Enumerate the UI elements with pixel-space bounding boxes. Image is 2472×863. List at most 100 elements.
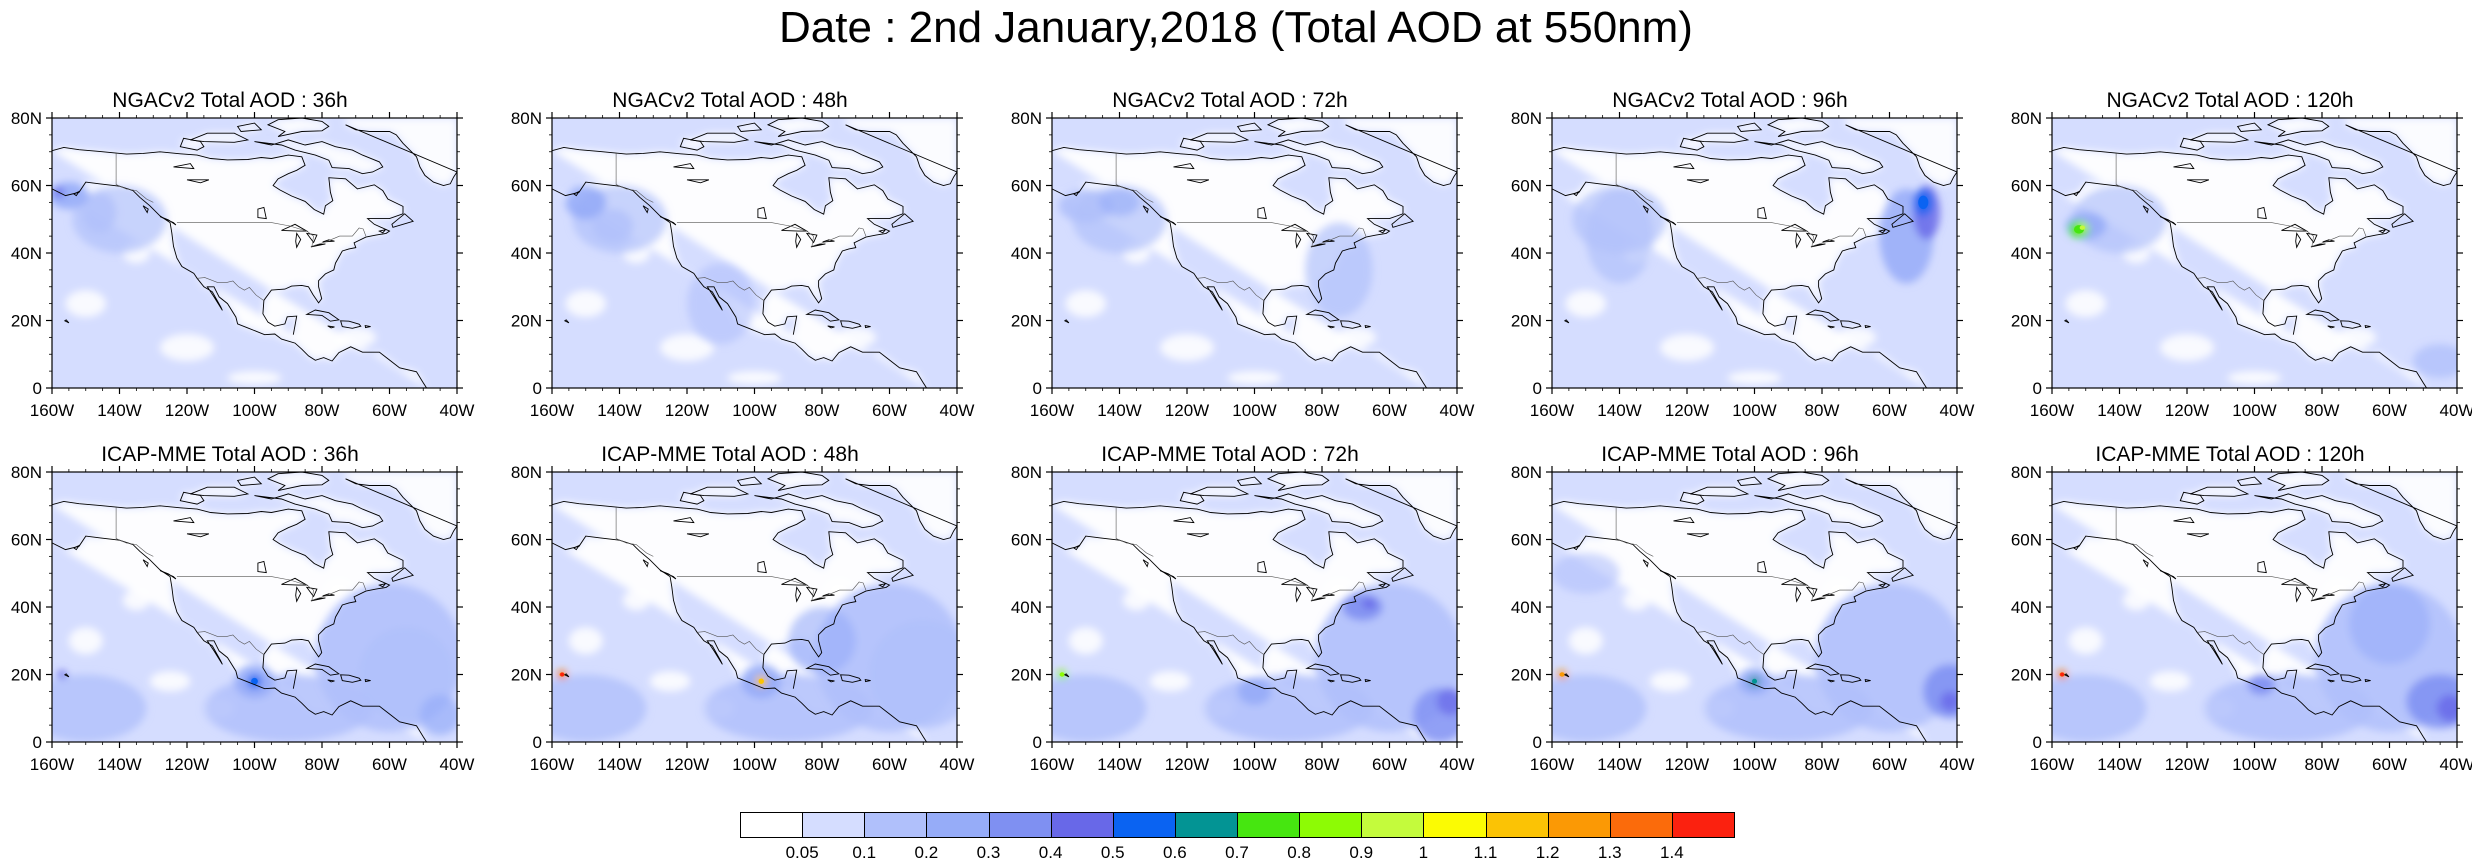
lat-tick-label: 80N <box>1011 463 1042 482</box>
colorbar-label: 1.4 <box>1660 843 1684 862</box>
lat-tick-label: 40N <box>1511 598 1542 617</box>
lon-tick-label: 60W <box>1372 755 1407 774</box>
lon-tick-label: 40W <box>2440 755 2472 774</box>
lon-tick-label: 100W <box>232 401 276 420</box>
lat-tick-label: 80N <box>511 109 542 128</box>
panel-title: ICAP-MME Total AOD : 120h <box>2095 443 2365 466</box>
map-panel: NGACv2 Total AOD : 36h 0 20N 40N 60N 80N 160W 1… <box>0 88 475 438</box>
colorbar-label: 0.7 <box>1225 843 1249 862</box>
colorbar-label: 0.2 <box>914 843 939 862</box>
lon-tick-label: 60W <box>372 755 407 774</box>
lon-tick-label: 160W <box>2030 755 2074 774</box>
lon-tick-label: 100W <box>1732 755 1776 774</box>
colorbar-label: 0.1 <box>852 843 877 862</box>
lon-tick-label: 140W <box>1597 755 1641 774</box>
lon-tick-label: 160W <box>2030 401 2074 420</box>
lat-tick-label: 60N <box>11 177 42 196</box>
lat-tick-label: 20N <box>2011 666 2042 685</box>
lat-tick-label: 20N <box>11 312 42 331</box>
lon-tick-label: 160W <box>1030 401 1074 420</box>
lat-tick-label: 60N <box>11 531 42 550</box>
lon-tick-label: 60W <box>2372 401 2407 420</box>
lat-tick-label: 0 <box>533 733 542 752</box>
lat-tick-label: 40N <box>1011 244 1042 263</box>
lon-tick-label: 80W <box>2305 755 2340 774</box>
lat-tick-label: 40N <box>511 598 542 617</box>
lat-tick-label: 80N <box>11 463 42 482</box>
colorbar-label: 1 <box>1418 843 1429 862</box>
lon-tick-label: 40W <box>940 401 975 420</box>
lon-tick-label: 60W <box>1372 401 1407 420</box>
lon-tick-label: 40W <box>440 755 475 774</box>
colorbar-swatch <box>1299 812 1363 838</box>
lat-tick-label: 60N <box>2011 531 2042 550</box>
lon-tick-label: 140W <box>97 755 141 774</box>
lon-tick-label: 80W <box>305 401 340 420</box>
lat-tick-label: 80N <box>11 109 42 128</box>
aod-map: 0 20N 40N 60N 80N 160W 140W 120W 100W 80W 60W 40W <box>2011 109 2472 420</box>
lon-tick-label: 140W <box>597 401 641 420</box>
colorbar-swatch <box>1485 812 1549 838</box>
lon-tick-label: 160W <box>1530 401 1574 420</box>
lon-tick-label: 40W <box>940 755 975 774</box>
aod-map: 0 20N 40N 60N 80N 160W 140W 120W 100W 80W 60W 40W <box>11 109 475 420</box>
map-panel: NGACv2 Total AOD : 72h 0 20N 40N 60N 80N 160W 1… <box>1000 88 1475 438</box>
colorbar-swatch <box>1112 812 1176 838</box>
lat-tick-label: 40N <box>11 598 42 617</box>
colorbar-label: 0.6 <box>1163 843 1187 862</box>
colorbar-swatch <box>1423 812 1487 838</box>
lat-tick-label: 40N <box>2011 244 2042 263</box>
lat-tick-label: 0 <box>2033 379 2042 398</box>
lat-tick-label: 60N <box>1011 531 1042 550</box>
lon-tick-label: 80W <box>1305 755 1340 774</box>
colorbar-label: 0.05 <box>785 843 819 862</box>
map-panel: ICAP-MME Total AOD : 96h 0 20N 40N 60N 80N 160… <box>1500 442 1975 792</box>
lon-tick-label: 140W <box>597 755 641 774</box>
colorbar-label: 0.5 <box>1100 843 1125 862</box>
panel-title: NGACv2 Total AOD : 48h <box>612 89 848 112</box>
lat-tick-label: 60N <box>2011 177 2042 196</box>
lat-tick-label: 0 <box>2033 733 2042 752</box>
lon-tick-label: 140W <box>1097 755 1141 774</box>
lon-tick-label: 120W <box>2165 755 2209 774</box>
lat-tick-label: 0 <box>33 733 42 752</box>
lon-tick-label: 120W <box>2165 401 2209 420</box>
lat-tick-label: 80N <box>1511 463 1542 482</box>
lat-tick-label: 40N <box>1011 598 1042 617</box>
lat-tick-label: 80N <box>1511 109 1542 128</box>
lat-tick-label: 40N <box>511 244 542 263</box>
panel-title: ICAP-MME Total AOD : 36h <box>101 443 359 466</box>
lat-tick-label: 40N <box>1511 244 1542 263</box>
map-panel: NGACv2 Total AOD : 96h 0 20N 40N 60N 80N 160W 1… <box>1500 88 1975 438</box>
lon-tick-label: 40W <box>1940 755 1975 774</box>
lon-tick-label: 80W <box>805 755 840 774</box>
lon-tick-label: 120W <box>165 401 209 420</box>
colorbar-swatch <box>1050 812 1114 838</box>
lon-tick-label: 120W <box>665 401 709 420</box>
lon-tick-label: 160W <box>1030 755 1074 774</box>
main-title: Date : 2nd January,2018 (Total AOD at 55… <box>779 3 1693 52</box>
colorbar-swatch <box>1361 812 1425 838</box>
lon-tick-label: 160W <box>530 755 574 774</box>
lon-tick-label: 80W <box>805 401 840 420</box>
panel-title: ICAP-MME Total AOD : 96h <box>1601 443 1859 466</box>
panel-title: NGACv2 Total AOD : 120h <box>2106 89 2354 112</box>
colorbar-swatch <box>1547 812 1611 838</box>
colorbar-label: 0.4 <box>1038 843 1063 862</box>
lon-tick-label: 80W <box>2305 401 2340 420</box>
colorbar-label: 1.1 <box>1473 843 1498 862</box>
lon-tick-label: 140W <box>1597 401 1641 420</box>
panel-title: NGACv2 Total AOD : 96h <box>1612 89 1848 112</box>
lat-tick-label: 60N <box>1011 177 1042 196</box>
lat-tick-label: 20N <box>2011 312 2042 331</box>
lon-tick-label: 100W <box>1732 401 1776 420</box>
aod-map: 0 20N 40N 60N 80N 160W 140W 120W 100W 80W 60W 40W <box>11 463 475 774</box>
colorbar: 0.05 0.1 0.2 0.3 0.4 0.5 0.6 0.7 0.8 0.9 1 1.1 1.2 1.… <box>740 812 1735 862</box>
map-panel: ICAP-MME Total AOD : 72h 0 20N 40N 60N 80N 160… <box>1000 442 1475 792</box>
lon-tick-label: 100W <box>1232 401 1276 420</box>
aod-map: 0 20N 40N 60N 80N 160W 140W 120W 100W 80W 60W 40W <box>1011 463 1475 774</box>
colorbar-swatch <box>1671 812 1735 838</box>
map-panel: NGACv2 Total AOD : 120h 0 20N 40N 60N 80N 160W… <box>2000 88 2472 438</box>
lat-tick-label: 20N <box>11 666 42 685</box>
lon-tick-label: 120W <box>1165 755 1209 774</box>
